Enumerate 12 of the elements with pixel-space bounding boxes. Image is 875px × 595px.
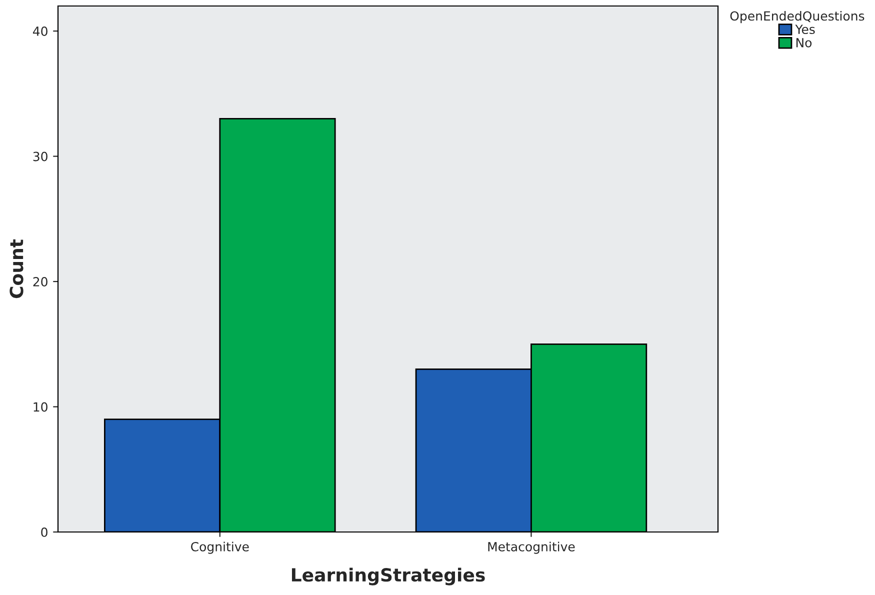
legend-label: Yes [795, 24, 815, 34]
x-tick-label: Metacognitive [488, 542, 575, 554]
y-tick-label: 20 [33, 276, 48, 286]
legend-title: OpenEndedQuestions [730, 11, 864, 24]
y-tick-label: 30 [33, 152, 48, 162]
y-tick-label: 40 [32, 26, 48, 36]
legend-label: No [796, 38, 812, 48]
x-axis-title: LearningStrategies [292, 568, 485, 586]
y-tick-label: 10 [34, 402, 48, 412]
y-axis-title: Count [10, 239, 24, 298]
y-tick-label: 0 [41, 527, 48, 537]
x-tick-label: Cognitive [191, 542, 249, 554]
